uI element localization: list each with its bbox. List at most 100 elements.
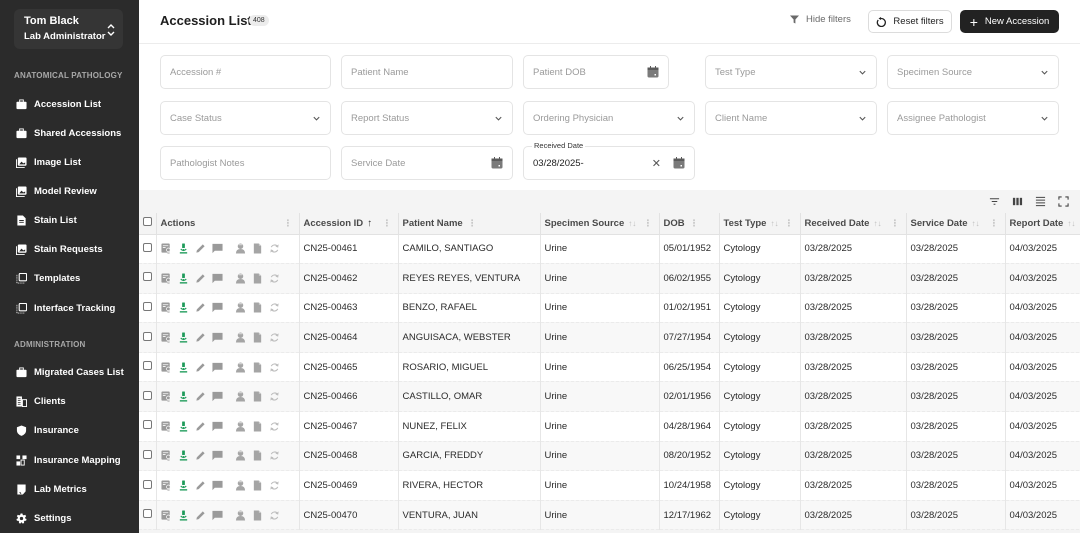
microscope-icon[interactable] xyxy=(178,450,190,462)
filter-lines-icon[interactable] xyxy=(988,196,1000,208)
microscope-icon[interactable] xyxy=(178,243,190,255)
microscope-icon[interactable] xyxy=(178,509,190,521)
cell-accession-id[interactable]: CN25-00463 xyxy=(299,293,399,324)
edit-icon[interactable] xyxy=(195,420,207,432)
column-menu-icon[interactable]: ⋮ xyxy=(890,217,900,228)
sidebar-item-migrated-cases-list[interactable]: Migrated Cases List xyxy=(16,364,124,380)
comment-icon[interactable] xyxy=(212,332,224,344)
table-row[interactable]: CN25-00466 CASTILLO, OMAR Urine 02/01/19… xyxy=(139,381,1080,413)
sidebar-item-clients[interactable]: Clients xyxy=(16,393,66,409)
refresh-icon[interactable] xyxy=(269,302,281,314)
document-icon[interactable] xyxy=(252,450,264,462)
refresh-icon[interactable] xyxy=(269,272,281,284)
cell-accession-id[interactable]: CN25-00462 xyxy=(299,263,399,294)
column-menu-icon[interactable]: ⋮ xyxy=(989,217,999,228)
pathologist-icon[interactable] xyxy=(235,480,247,492)
sort-icon[interactable]: ↑↓ xyxy=(770,218,779,228)
refresh-icon[interactable] xyxy=(269,332,281,344)
microscope-icon[interactable] xyxy=(178,302,190,314)
calendar-icon[interactable] xyxy=(673,157,685,169)
new-accession-button[interactable]: + New Accession xyxy=(960,10,1059,33)
column-menu-icon[interactable]: ⋮ xyxy=(784,217,794,228)
refresh-icon[interactable] xyxy=(269,361,281,373)
edit-icon[interactable] xyxy=(195,361,207,373)
sidebar-item-interface-tracking[interactable]: Interface Tracking xyxy=(16,300,115,316)
sidebar-item-settings[interactable]: Settings xyxy=(16,510,71,526)
comment-icon[interactable] xyxy=(212,361,224,373)
column-header-report-date[interactable]: Report Date ↑↓ xyxy=(1005,213,1080,235)
patient-name-input[interactable]: Patient Name xyxy=(341,55,513,89)
cell-accession-id[interactable]: CN25-00466 xyxy=(299,381,399,413)
column-menu-icon[interactable]: ⋮ xyxy=(643,217,653,228)
row-checkbox[interactable] xyxy=(143,509,152,519)
row-checkbox[interactable] xyxy=(143,479,152,489)
cell-accession-id[interactable]: CN25-00468 xyxy=(299,441,399,472)
assignee-pathologist-select[interactable]: Assignee Pathologist xyxy=(887,101,1059,135)
pathologist-icon[interactable] xyxy=(235,361,247,373)
comment-icon[interactable] xyxy=(212,243,224,255)
sort-icon[interactable]: ↑↓ xyxy=(971,218,980,228)
comment-icon[interactable] xyxy=(212,420,224,432)
cell-accession-id[interactable]: CN25-00461 xyxy=(299,234,399,265)
view-details-icon[interactable] xyxy=(161,302,173,314)
table-row[interactable]: CN25-00462 REYES REYES, VENTURA Urine 06… xyxy=(139,263,1080,294)
row-checkbox[interactable] xyxy=(143,390,152,400)
view-details-icon[interactable] xyxy=(161,272,173,284)
column-header-accession-id[interactable]: Accession ID ↑ ⋮ xyxy=(299,213,399,235)
clear-icon[interactable]: ✕ xyxy=(651,157,661,170)
density-icon[interactable] xyxy=(1034,196,1046,208)
column-menu-icon[interactable]: ⋮ xyxy=(382,217,392,228)
table-row[interactable]: CN25-00470 VENTURA, JUAN Urine 12/17/196… xyxy=(139,500,1080,531)
comment-icon[interactable] xyxy=(212,391,224,403)
refresh-icon[interactable] xyxy=(269,420,281,432)
sort-ascending-icon[interactable]: ↑ xyxy=(367,217,373,229)
pathologist-icon[interactable] xyxy=(235,450,247,462)
microscope-icon[interactable] xyxy=(178,480,190,492)
row-checkbox[interactable] xyxy=(143,301,152,311)
document-icon[interactable] xyxy=(252,509,264,521)
sidebar-item-insurance-mapping[interactable]: Insurance Mapping xyxy=(16,452,121,468)
row-checkbox[interactable] xyxy=(143,272,152,282)
view-details-icon[interactable] xyxy=(161,450,173,462)
sidebar-item-stain-list[interactable]: Stain List xyxy=(16,212,77,228)
accession-number-input[interactable]: Accession # xyxy=(160,55,331,89)
sidebar-item-lab-metrics[interactable]: Lab Metrics xyxy=(16,481,87,497)
pathologist-icon[interactable] xyxy=(235,243,247,255)
cell-accession-id[interactable]: CN25-00464 xyxy=(299,322,399,353)
table-row[interactable]: CN25-00467 NUNEZ, FELIX Urine 04/28/1964… xyxy=(139,411,1080,442)
microscope-icon[interactable] xyxy=(178,332,190,344)
test-type-select[interactable]: Test Type xyxy=(705,55,877,89)
sort-icon[interactable]: ↑↓ xyxy=(628,218,637,228)
user-switcher[interactable]: Tom Black Lab Administrator xyxy=(14,9,123,49)
comment-icon[interactable] xyxy=(212,509,224,521)
row-checkbox[interactable] xyxy=(143,331,152,341)
table-row[interactable]: CN25-00463 BENZO, RAFAEL Urine 01/02/195… xyxy=(139,293,1080,324)
select-all-checkbox[interactable] xyxy=(143,217,152,227)
comment-icon[interactable] xyxy=(212,450,224,462)
cell-accession-id[interactable]: CN25-00465 xyxy=(299,352,399,383)
comment-icon[interactable] xyxy=(212,272,224,284)
row-checkbox[interactable] xyxy=(143,420,152,430)
microscope-icon[interactable] xyxy=(178,420,190,432)
column-menu-icon[interactable]: ⋮ xyxy=(689,217,699,228)
sidebar-item-stain-requests[interactable]: Stain Requests xyxy=(16,241,103,257)
document-icon[interactable] xyxy=(252,332,264,344)
refresh-icon[interactable] xyxy=(269,450,281,462)
view-details-icon[interactable] xyxy=(161,332,173,344)
refresh-icon[interactable] xyxy=(269,480,281,492)
column-menu-icon[interactable]: ⋮ xyxy=(283,217,293,228)
column-header-patient-name[interactable]: Patient Name ⋮ xyxy=(398,213,541,235)
microscope-icon[interactable] xyxy=(178,391,190,403)
ordering-physician-select[interactable]: Ordering Physician xyxy=(523,101,695,135)
view-details-icon[interactable] xyxy=(161,509,173,521)
edit-icon[interactable] xyxy=(195,450,207,462)
pathologist-icon[interactable] xyxy=(235,332,247,344)
row-checkbox[interactable] xyxy=(143,361,152,371)
column-header-service-date[interactable]: Service Date ↑↓ ⋮ xyxy=(906,213,1006,235)
view-details-icon[interactable] xyxy=(161,243,173,255)
table-row[interactable]: CN25-00465 ROSARIO, MIGUEL Urine 06/25/1… xyxy=(139,352,1080,383)
sidebar-item-templates[interactable]: Templates xyxy=(16,270,80,286)
view-details-icon[interactable] xyxy=(161,480,173,492)
report-status-select[interactable]: Report Status xyxy=(341,101,513,135)
refresh-icon[interactable] xyxy=(269,509,281,521)
